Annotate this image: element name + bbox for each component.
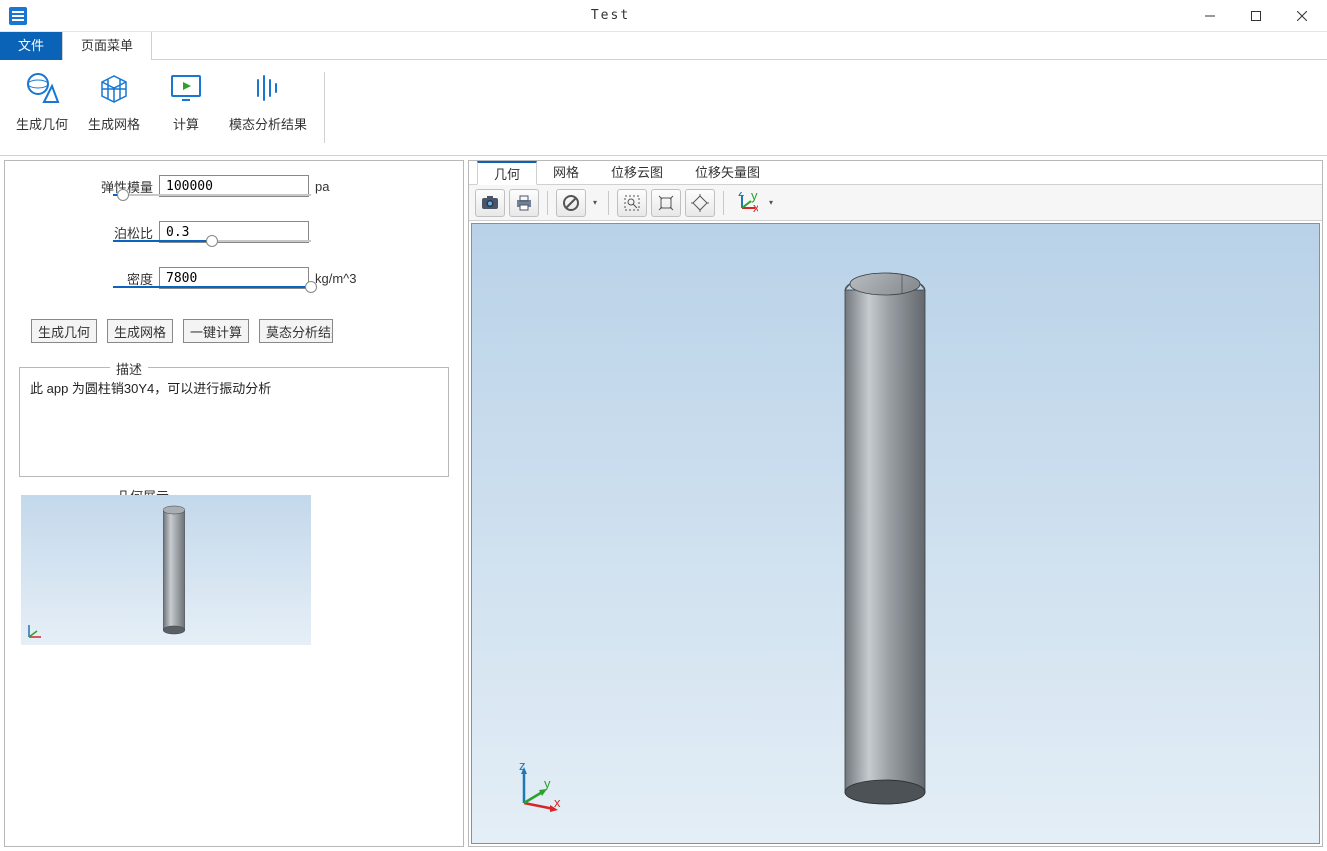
menu-tabs: 文件 页面菜单	[0, 32, 1327, 60]
window-title: Test	[34, 8, 1187, 23]
no-entry-icon	[562, 194, 580, 212]
ribbon-compute[interactable]: 计算	[156, 68, 216, 147]
play-monitor-icon	[168, 68, 204, 108]
geometry-preview-group: 几何展示	[19, 495, 449, 655]
viewport-toolbar: ▾ zxy ▾	[469, 185, 1322, 221]
axis-reset-button[interactable]: zxy	[732, 189, 762, 217]
svg-text:z: z	[519, 763, 526, 773]
axis-gizmo-icon: z x y	[512, 763, 562, 813]
unit-label: pa	[315, 179, 329, 194]
view-tab-mesh[interactable]: 网格	[537, 161, 595, 184]
zoom-box-icon	[623, 194, 641, 212]
tab-page-menu[interactable]: 页面菜单	[63, 32, 152, 60]
elastic-modulus-slider[interactable]	[113, 187, 311, 203]
ribbon-modal-result[interactable]: 模态分析结果	[228, 68, 308, 147]
ribbon-label: 生成几何	[16, 114, 68, 133]
dropdown-arrow-icon[interactable]: ▾	[766, 198, 776, 207]
axis-gizmo-icon	[25, 621, 45, 641]
svg-text:y: y	[544, 776, 551, 791]
zoom-extents-icon	[657, 194, 675, 212]
mesh-cube-icon	[96, 68, 132, 108]
svg-text:x: x	[554, 795, 561, 810]
snapshot-button[interactable]	[475, 189, 505, 217]
close-button[interactable]	[1279, 0, 1325, 32]
geometry-preview-canvas	[21, 495, 311, 645]
svg-text:z: z	[738, 192, 745, 199]
description-text: 此 app 为圆柱销30Y4，可以进行振动分析	[30, 378, 438, 397]
ribbon-toolbar: 生成几何 生成网格 计算 模态分析结果	[0, 60, 1327, 156]
gen-mesh-button[interactable]: 生成网格	[107, 319, 173, 343]
action-button-row: 生成几何 生成网格 一键计算 莫态分析结果	[17, 313, 451, 349]
description-group: 描述 此 app 为圆柱销30Y4，可以进行振动分析	[19, 367, 449, 477]
ribbon-label: 模态分析结果	[229, 114, 307, 133]
toolbar-separator	[608, 191, 609, 215]
gen-geometry-button[interactable]: 生成几何	[31, 319, 97, 343]
print-button[interactable]	[509, 189, 539, 217]
view-tab-disp-vector[interactable]: 位移矢量图	[679, 161, 776, 184]
poisson-ratio-slider[interactable]	[113, 233, 311, 249]
toolbar-separator	[547, 191, 548, 215]
diamond-arrows-icon	[691, 194, 709, 212]
ribbon-separator	[324, 72, 325, 143]
dropdown-arrow-icon[interactable]: ▾	[590, 198, 600, 207]
toolbar-separator	[723, 191, 724, 215]
view-tab-disp-cloud[interactable]: 位移云图	[595, 161, 679, 184]
sphere-cone-icon	[24, 68, 60, 108]
rotate-view-button[interactable]	[685, 189, 715, 217]
zoom-extents-button[interactable]	[651, 189, 681, 217]
density-slider[interactable]	[113, 279, 311, 295]
parameters-panel: 弹性模量 pa 泊松比 密度 kg/m^3 生成几何 生成网格	[4, 160, 464, 847]
ribbon-gen-mesh[interactable]: 生成网格	[84, 68, 144, 147]
view-tabs: 几何 网格 位移云图 位移矢量图	[469, 161, 1322, 185]
unit-label: kg/m^3	[315, 271, 357, 286]
ribbon-label: 计算	[173, 114, 199, 133]
axis-icon: zxy	[736, 192, 758, 214]
ribbon-gen-geometry[interactable]: 生成几何	[12, 68, 72, 147]
3d-viewport[interactable]: z x y	[471, 223, 1320, 844]
minimize-button[interactable]	[1187, 0, 1233, 32]
printer-icon	[515, 194, 533, 212]
one-click-compute-button[interactable]: 一键计算	[183, 319, 249, 343]
maximize-button[interactable]	[1233, 0, 1279, 32]
app-icon	[6, 4, 30, 28]
modal-result-button[interactable]: 莫态分析结果	[259, 319, 333, 343]
zoom-box-button[interactable]	[617, 189, 647, 217]
no-select-button[interactable]	[556, 189, 586, 217]
cylinder-preview-icon	[163, 505, 185, 635]
camera-icon	[481, 194, 499, 212]
group-legend: 描述	[110, 359, 148, 378]
ribbon-label: 生成网格	[88, 114, 140, 133]
tab-file[interactable]: 文件	[0, 32, 63, 60]
view-tab-geometry[interactable]: 几何	[477, 161, 537, 185]
vibration-icon	[250, 68, 286, 108]
window-titlebar: Test	[0, 0, 1327, 32]
viewport-panel: 几何 网格 位移云图 位移矢量图 ▾ zxy ▾	[468, 160, 1323, 847]
cylinder-model-icon	[842, 272, 928, 812]
svg-text:y: y	[751, 192, 758, 203]
